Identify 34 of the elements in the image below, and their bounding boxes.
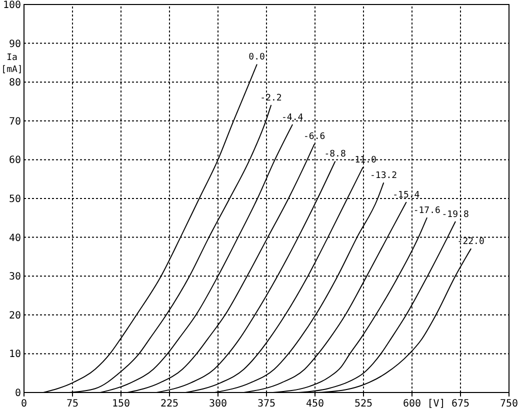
series-label: -4.4 [282, 112, 304, 123]
series-label: 0.0 [248, 52, 265, 63]
y-tick-label: 0 [14, 388, 21, 399]
y-tick-label: 20 [8, 310, 21, 322]
series-label: -15.4 [392, 190, 420, 200]
y-tick-label: 30 [8, 272, 21, 283]
y-axis-title: Ia [mA] [1, 52, 23, 75]
y-tick-label: 60 [8, 155, 21, 166]
x-tick-label: 150 [112, 398, 130, 409]
series-label: -2.2 [260, 93, 282, 104]
x-tick-label: 75 [66, 398, 79, 409]
x-tick-label: 225 [160, 398, 179, 409]
x-tick-label: 525 [354, 398, 373, 409]
x-tick-label: 375 [257, 398, 276, 409]
x-tick-label: 600 [402, 398, 422, 409]
series-label: -6.6 [304, 132, 326, 142]
y-tick-label: 100 [2, 0, 21, 11]
y-tick-label: 80 [8, 78, 21, 89]
series-label: -19.8 [442, 210, 469, 220]
series-label: -8.8 [324, 150, 346, 160]
x-tick-label: 450 [306, 398, 324, 409]
y-tick-label: 40 [8, 232, 21, 244]
y-tick-label: 10 [8, 349, 21, 360]
y-tick-label: 50 [8, 194, 21, 205]
x-axis-title: [V] [427, 398, 446, 409]
y-tick-label: 70 [8, 116, 21, 128]
x-tick-label: 750 [500, 398, 518, 409]
series-label: -22.0 [457, 236, 484, 247]
x-tick-label: 300 [208, 398, 228, 409]
y-tick-label: 90 [8, 38, 21, 50]
x-tick-label: 0 [20, 398, 28, 409]
x-tick-label: 675 [451, 398, 470, 409]
series-label: -17.6 [413, 206, 440, 216]
series-label: -13.2 [370, 170, 398, 181]
